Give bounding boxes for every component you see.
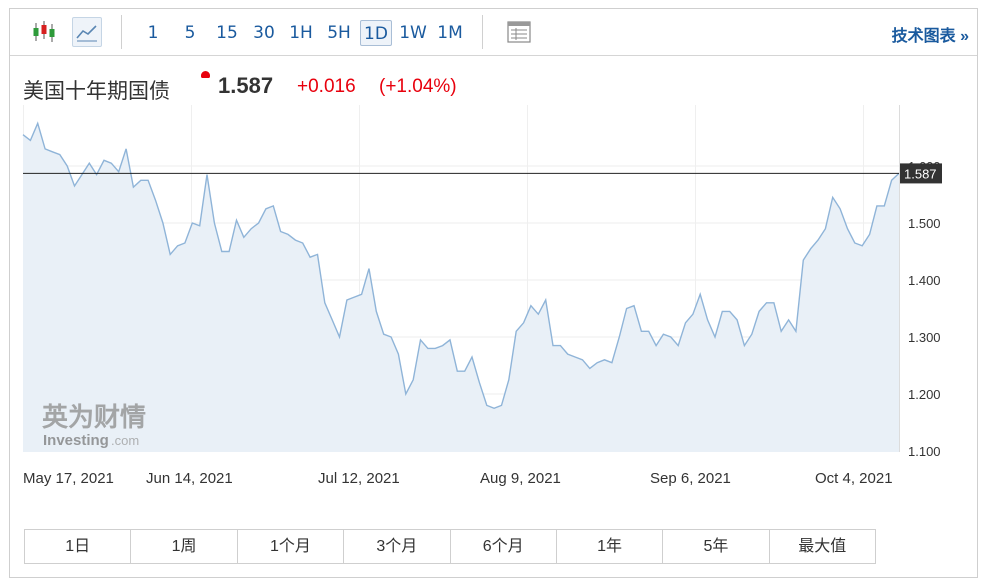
interval-1[interactable]: 1 <box>147 23 159 43</box>
range-3-months[interactable]: 3个月 <box>344 530 451 563</box>
line-chart-icon[interactable] <box>72 17 102 47</box>
price-line <box>22 121 900 410</box>
range-1-day[interactable]: 1日 <box>25 530 132 563</box>
x-tick-label: Aug 9, 2021 <box>480 470 561 487</box>
chart-widget: 1 5 15 30 1H 5H 1D 1W 1M 技术图表 » 美国十年期国债 … <box>9 8 978 578</box>
y-tick-label: 1.300 <box>908 330 941 345</box>
x-tick-label: Sep 6, 2021 <box>650 470 731 487</box>
watermark-com: .com <box>111 433 139 448</box>
alert-bell-icon[interactable] <box>201 71 210 78</box>
interval-15[interactable]: 15 <box>216 23 238 43</box>
interval-1h[interactable]: 1H <box>289 23 313 43</box>
range-1-week[interactable]: 1周 <box>131 530 238 563</box>
current-price-badge <box>900 163 942 184</box>
y-tick-label: 1.100 <box>908 444 941 459</box>
range-5-years[interactable]: 5年 <box>663 530 770 563</box>
current-price-text: 1.587 <box>904 166 937 181</box>
interval-30[interactable]: 30 <box>253 23 275 43</box>
range-1-month[interactable]: 1个月 <box>237 530 345 563</box>
x-tick-label: May 17, 2021 <box>23 470 114 487</box>
interval-1m[interactable]: 1M <box>437 23 463 43</box>
interval-5[interactable]: 5 <box>184 23 196 43</box>
table-view-icon[interactable] <box>504 17 534 47</box>
watermark-investing: Investing <box>43 432 109 449</box>
y-tick-label: 1.400 <box>908 273 941 288</box>
range-6-months[interactable]: 6个月 <box>450 530 557 563</box>
x-tick-label: Oct 4, 2021 <box>815 470 893 487</box>
interval-5h[interactable]: 5H <box>327 23 351 43</box>
y-tick-label: 1.500 <box>908 216 941 231</box>
interval-1d[interactable]: 1D <box>360 20 392 46</box>
price-change: +0.016 <box>297 76 356 97</box>
range-1-year[interactable]: 1年 <box>556 530 664 563</box>
time-range-selector: 1日 1周 1个月 3个月 6个月 1年 5年 最大值 <box>24 529 876 564</box>
x-axis: May 17, 2021 Jun 14, 2021 Jul 12, 2021 Aug … <box>23 470 893 487</box>
current-price-label: 1.587 <box>900 163 942 184</box>
price-area <box>23 123 899 453</box>
watermark-cn: 英为财情 <box>42 403 146 433</box>
toolbar-separator <box>482 15 483 49</box>
chart-toolbar: 1 5 15 30 1H 5H 1D 1W 1M 技术图表 » <box>10 9 977 56</box>
x-tick-label: Jun 14, 2021 <box>146 470 233 487</box>
instrument-name: 美国十年期国债 <box>23 80 170 103</box>
interval-1w[interactable]: 1W <box>399 23 427 43</box>
range-max[interactable]: 最大值 <box>769 530 875 563</box>
investing-watermark: 英为财情 Investing .com <box>42 403 146 449</box>
price-chart[interactable]: 英为财情 Investing .com 1.100 1.200 1.300 1.400… <box>10 9 977 577</box>
toolbar-separator <box>121 15 122 49</box>
last-price: 1.587 <box>218 73 274 98</box>
price-change-percent: (+1.04%) <box>379 76 457 97</box>
y-tick-label: 1.200 <box>908 387 941 402</box>
candlestick-icon[interactable] <box>29 17 59 47</box>
technical-chart-link[interactable]: 技术图表 » <box>891 28 969 45</box>
x-tick-label: Jul 12, 2021 <box>318 470 400 487</box>
